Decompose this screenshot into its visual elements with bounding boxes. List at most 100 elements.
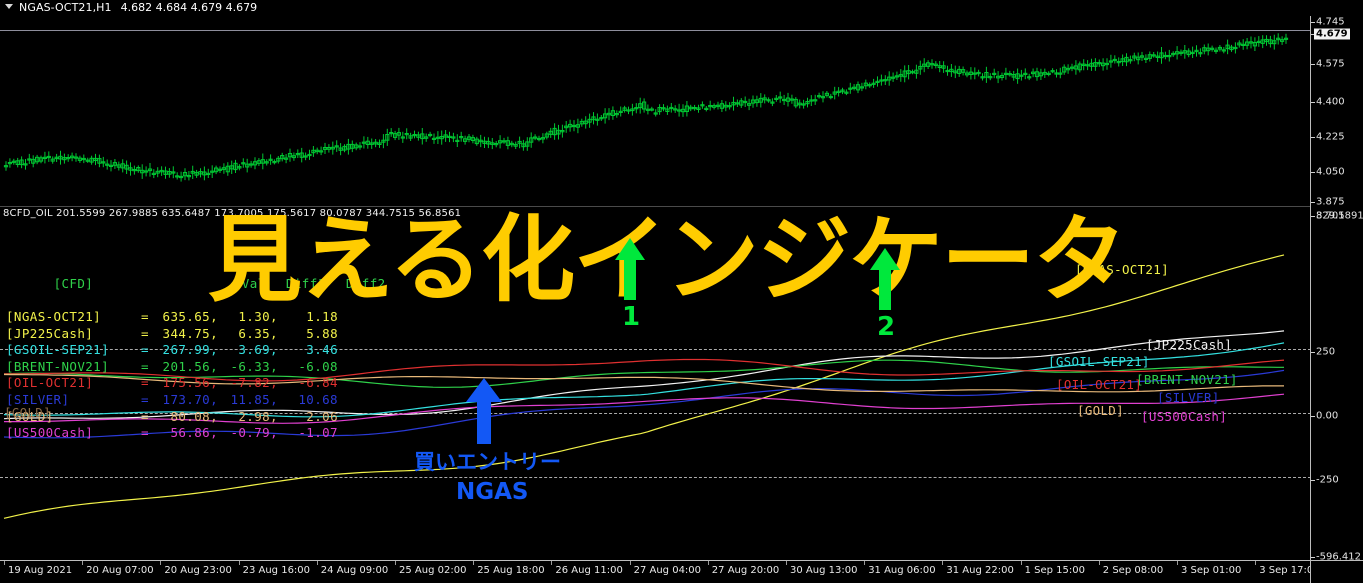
row-instrument: [US500Cash] (6, 425, 94, 441)
indicator-header: 8CFD_OIL 201.5599 267.9885 635.6487 173.… (3, 208, 462, 219)
cfd-table: [CFD] Val Diff1 Diff2 [NGAS-OCT21] = 635.65, 1… (6, 226, 386, 440)
scale-tickmark (1311, 202, 1315, 203)
row-equals: = (141, 308, 149, 324)
indicator-pane[interactable] (0, 206, 1311, 561)
column-header-diff2: Diff2 (345, 275, 386, 291)
row-instrument: [JP225Cash] (6, 325, 94, 341)
row-value: 80.08, (170, 408, 218, 424)
time-label: 20 Aug 07:00 (86, 565, 154, 576)
time-label: 25 Aug 18:00 (477, 565, 545, 576)
scale-tick: 4.575 (1316, 58, 1345, 70)
time-tickmark (316, 561, 318, 565)
row-diff2: 10.68 (298, 391, 338, 407)
time-tickmark (942, 561, 944, 565)
time-tickmark (395, 561, 396, 565)
scale-tick: 829.1891 (1316, 210, 1363, 222)
column-header-cfd: [CFD] (53, 275, 94, 291)
row-diff2: 5.88 (306, 325, 338, 341)
scale-tick: 3.875 (1316, 196, 1345, 208)
time-label: 3 Sep 01:00 (1181, 565, 1242, 576)
window-titlebar: NGAS-OCT21,H1 4.682 4.684 4.679 4.679 (0, 0, 1363, 16)
table-row: [JP225Cash] = 344.75, 6.35, 5.88 (6, 326, 386, 343)
table-row: [GOLD] = 80.08, 2.98, 2.06 (6, 409, 386, 426)
row-equals: = (141, 375, 149, 391)
time-tickmark (160, 561, 162, 565)
time-tickmark (4, 561, 5, 565)
price-pane[interactable] (0, 16, 1311, 206)
row-diff2: -6.84 (298, 375, 338, 391)
scale-tickmark (1311, 64, 1315, 65)
scale-tick: 3.705 (1316, 210, 1345, 222)
time-tickmark (551, 561, 553, 565)
series-label: [NGAS-OCT21] (1075, 262, 1169, 277)
current-price-line (0, 30, 1311, 31)
indicator-series (3, 254, 1285, 519)
time-tickmark (1255, 561, 1257, 565)
scale-tick: 4.745 (1316, 16, 1345, 28)
scale-tick: 4.225 (1316, 131, 1345, 143)
time-scale[interactable]: 19 Aug 2021 20 Aug 07:00 20 Aug 23:00 23 Au… (0, 560, 1320, 583)
row-diff1: 1.30, (238, 308, 278, 324)
level-line-250 (0, 349, 1311, 350)
time-label: 27 Aug 04:00 (633, 565, 702, 576)
series-label: [GSOIL-SEP21] (1048, 354, 1150, 369)
scale-tickmark (1311, 352, 1315, 353)
row-equals: = (141, 391, 149, 407)
row-diff2: -6.08 (298, 358, 338, 374)
row-equals: = (141, 342, 149, 358)
time-tickmark (1020, 561, 1022, 565)
time-label: 26 Aug 11:00 (555, 565, 623, 576)
green-up-arrow-icon (870, 248, 900, 310)
row-value: 175.56, (162, 375, 218, 391)
time-label: 20 Aug 23:00 (164, 565, 232, 576)
row-equals: = (141, 325, 149, 341)
time-label: 31 Aug 22:00 (946, 565, 1014, 576)
overlay-title: 見える化インジケータ (208, 206, 1127, 315)
row-diff1: 11.85, (230, 391, 278, 407)
price-scale[interactable]: 4.745 4.575 4.400 4.225 4.050 3.875 3.705 4.679… (1310, 16, 1363, 563)
row-value: 56.86, (170, 425, 218, 441)
level-line-zero (0, 413, 1311, 414)
time-label: 1 Sep 15:00 (1024, 565, 1085, 576)
row-diff1: -0.79, (230, 425, 278, 441)
buy-entry-label: 買いエントリー (414, 450, 561, 474)
row-diff2: 3.46 (306, 342, 338, 358)
row-instrument: [BRENT-NOV21] (6, 358, 110, 374)
table-row: [SILVER] = 173.70, 11.85, 10.68 (6, 392, 386, 409)
time-tickmark (864, 561, 866, 565)
column-header-val: Val (241, 275, 266, 291)
row-instrument: [OIL-OCT21] (6, 375, 94, 391)
series-label: [SILVER] (1157, 390, 1220, 405)
table-row: [OIL-OCT21] = 175.56, -7.82, -6.84 (6, 375, 386, 392)
time-tickmark (1098, 561, 1100, 565)
buy-entry-symbol: NGAS (456, 479, 529, 505)
scale-tickmark (1311, 137, 1315, 138)
scale-tickmark (1311, 416, 1315, 417)
triangle-down-icon[interactable] (5, 4, 13, 9)
time-tickmark (629, 561, 631, 565)
row-value: 267.99, (162, 342, 218, 358)
table-row: [GSOIL-SEP21] = 267.99, 3.69, 3.46 (6, 342, 386, 359)
table-row: [NGAS-OCT21] = 635.65, 1.30, 1.18 (6, 309, 386, 326)
row-value: 173.70, (162, 391, 218, 407)
row-diff1: 6.35, (238, 325, 278, 341)
column-header-diff1: Diff1 (285, 275, 326, 291)
row-value: 635.65, (162, 308, 218, 324)
row-instrument: [GSOIL-SEP21] (6, 342, 110, 358)
marker-number: 2 (877, 312, 896, 342)
time-label: 24 Aug 09:00 (320, 565, 389, 576)
scale-tick: 250 (1316, 346, 1336, 358)
buy-entry-arrow-icon (466, 378, 502, 444)
scale-tickmark (1311, 557, 1315, 558)
scale-tick: 4.050 (1316, 166, 1345, 178)
scale-corner (1310, 560, 1363, 583)
scale-tick: -596.412 (1316, 551, 1361, 563)
series-label: [GOLD] (4, 405, 51, 420)
time-tickmark (1177, 561, 1178, 565)
scale-tickmark (1311, 22, 1315, 23)
time-label: 30 Aug 13:00 (790, 565, 858, 576)
scale-tickmark (1311, 102, 1315, 103)
row-diff1: -6.33, (230, 358, 278, 374)
row-instrument: [NGAS-OCT21] (6, 308, 102, 324)
